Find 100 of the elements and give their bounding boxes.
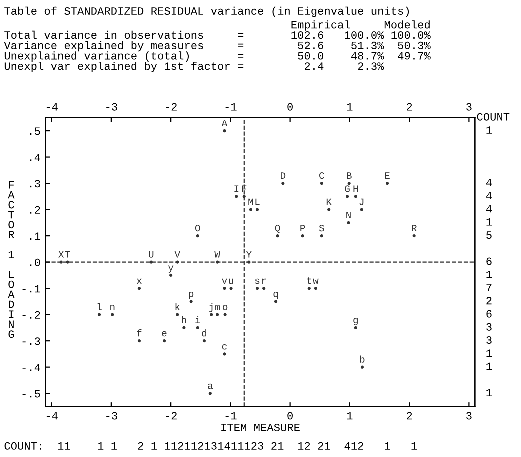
data-label: T — [65, 251, 70, 258]
y-tick-label: -.1 — [22, 285, 40, 293]
data-label: K — [326, 198, 332, 206]
y-tick-label: -.2 — [22, 311, 40, 319]
point — [412, 234, 416, 238]
point — [320, 182, 324, 186]
point — [354, 195, 358, 198]
y-tick-label: -.4 — [22, 364, 40, 372]
point — [216, 260, 220, 264]
data-label: A — [222, 120, 228, 127]
data-label: X — [58, 251, 64, 258]
point — [138, 340, 142, 343]
data-label: g — [354, 318, 358, 326]
point — [256, 287, 260, 290]
chart-subtitle: Empirical Modeled Total variance in observations = 102.6 100.0% 100.0% Variance explained by measures = 52.6 51.3% 50.3% Unexplained variance (total) = 50.0 48.7% 49.7% Unexpl var explained by 1st factor = 2.4 2.3% — [4, 20, 431, 72]
point — [176, 260, 180, 264]
point — [249, 208, 253, 212]
x-tick-label: -3 — [106, 412, 118, 420]
data-label: J — [360, 198, 364, 206]
point — [224, 313, 227, 316]
point — [242, 195, 246, 198]
x-tick-label: -2 — [166, 412, 177, 420]
point — [202, 340, 206, 343]
point — [346, 195, 350, 198]
point — [208, 392, 212, 396]
data-label: D — [281, 172, 286, 180]
data-label: Q — [275, 225, 280, 234]
point — [223, 129, 226, 133]
x-tick-label: -4 — [46, 412, 58, 420]
data-label: W — [214, 251, 220, 258]
data-label: q — [274, 292, 278, 300]
point — [354, 326, 358, 330]
data-label: M — [248, 198, 254, 206]
point — [66, 260, 70, 264]
x-tick-label: 0 — [288, 412, 293, 420]
data-label: H — [354, 186, 358, 192]
point — [235, 195, 238, 198]
point — [196, 234, 200, 238]
data-label: I — [234, 186, 239, 192]
point — [314, 287, 318, 290]
x-axis-title: ITEM MEASURE — [222, 424, 300, 432]
data-label: t — [307, 278, 312, 284]
point — [216, 313, 220, 316]
point — [282, 182, 285, 186]
text: FACTOR 1 LOADING — [8, 181, 15, 338]
data-label: C — [320, 172, 324, 180]
point — [276, 234, 280, 238]
text: 1 4 4 4 1 5 6 1 7 2 6 3 3 1 1 1 — [486, 126, 492, 396]
y-tick-label: -.3 — [22, 338, 40, 346]
x2-tick-label: -1 — [226, 103, 237, 111]
point — [111, 313, 114, 316]
point — [360, 208, 364, 212]
data-label: p — [189, 292, 194, 300]
data-label: B — [347, 172, 352, 180]
data-label: w — [313, 278, 319, 284]
point — [274, 300, 278, 304]
point — [98, 313, 102, 316]
point — [347, 221, 350, 224]
x-tick-label: 2 — [407, 412, 412, 420]
data-label: e — [162, 331, 167, 337]
data-label: r — [262, 278, 266, 284]
point — [301, 234, 304, 238]
data-label: F — [242, 186, 247, 192]
point — [138, 287, 142, 290]
data-label: U — [149, 251, 154, 258]
data-label: N — [346, 212, 351, 218]
data-label: d — [202, 330, 207, 337]
x2-tick-label: -4 — [46, 103, 58, 111]
data-label: u — [229, 278, 234, 284]
point — [256, 208, 260, 212]
point — [248, 260, 251, 264]
text: COUNT: 11 1 1 2 1 112112131411123 21 12 21 412 1 1 — [4, 442, 418, 450]
point — [308, 287, 311, 290]
data-label: v — [222, 278, 228, 284]
point — [162, 340, 166, 343]
data-label: x — [136, 278, 142, 284]
data-label: a — [208, 384, 214, 390]
x-tick-label: -1 — [226, 412, 237, 420]
y-tick-label: .3 — [30, 180, 40, 188]
data-label: o — [223, 305, 228, 310]
data-label: O — [195, 225, 200, 232]
x-tick-label: 3 — [466, 412, 472, 420]
data-label: y — [168, 266, 174, 273]
point — [230, 287, 233, 290]
point — [223, 287, 226, 290]
point — [320, 234, 324, 238]
data-label: k — [176, 303, 180, 310]
point — [170, 274, 173, 277]
data-label: s — [255, 278, 260, 284]
point — [182, 326, 186, 330]
data-label: h — [182, 316, 186, 324]
point — [150, 260, 153, 264]
data-label: c — [222, 344, 227, 350]
data-label: E — [385, 172, 390, 180]
data-label: Y — [246, 251, 252, 258]
point — [190, 300, 193, 304]
chart-title: Table of STANDARDIZED RESIDUAL variance (in Eigenvalue units) — [4, 6, 410, 18]
data-label: i — [196, 316, 200, 324]
data-label: n — [110, 305, 115, 310]
y-tick-label: .4 — [30, 154, 40, 162]
